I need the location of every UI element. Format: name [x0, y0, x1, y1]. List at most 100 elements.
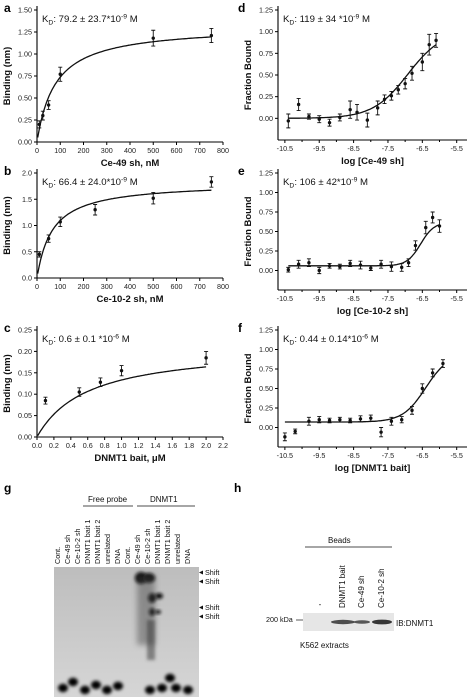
gel-shift-label: Shift — [205, 568, 219, 577]
panel-letter-b: b — [4, 164, 11, 178]
x-tick-label: -9.5 — [313, 144, 325, 153]
gel-lane-label: DNA — [183, 549, 192, 564]
x-tick-label: 200 — [78, 282, 90, 291]
data-point — [379, 262, 383, 266]
data-point — [382, 97, 387, 101]
data-point — [317, 418, 321, 422]
data-point — [430, 371, 435, 375]
western-lane-label: - — [319, 600, 322, 609]
x-tick-label: 1.4 — [150, 441, 160, 450]
data-point — [437, 224, 442, 228]
gel-header-free-probe: Free probe — [88, 495, 128, 504]
data-point — [424, 225, 428, 230]
panel-letter-f: f — [238, 321, 243, 335]
fit-curve — [37, 366, 207, 437]
x-tick-label: 1.2 — [133, 441, 143, 450]
data-point — [413, 243, 418, 248]
x-axis-label: log [Ce-10-2 sh] — [337, 306, 408, 317]
y-tick-label: 1.00 — [259, 345, 273, 354]
data-point — [37, 252, 42, 257]
x-tick-label: 300 — [101, 146, 113, 155]
data-point — [389, 419, 394, 423]
gel-lane-label: Cont. — [123, 547, 132, 564]
gel-smear — [147, 620, 155, 660]
western-footer: K562 extracts — [300, 641, 349, 650]
data-point — [338, 418, 342, 422]
x-tick-label: 200 — [78, 146, 90, 155]
gel-shift-arrow — [199, 614, 203, 619]
gel-lane-label: Ce-49 sh — [133, 535, 142, 564]
x-tick-label: 700 — [194, 146, 206, 155]
gel-header-dnmt1: DNMT1 — [150, 495, 178, 504]
fit-curve — [284, 365, 444, 423]
western-lane-labels: - DNMT1 bait Ce-49 sh Ce-10-2 sh — [319, 565, 386, 609]
gel-lane-label: Cont. — [53, 547, 62, 564]
data-point — [46, 236, 51, 241]
data-point — [307, 114, 311, 119]
gel-free-probe-band — [68, 677, 78, 687]
x-axis-label: DNMT1 bait, μM — [94, 453, 165, 464]
gel-free-probe-band — [80, 685, 90, 695]
x-tick-label: -8.5 — [347, 144, 359, 153]
data-point — [317, 268, 321, 273]
data-point — [420, 60, 425, 64]
x-axis-label: log [Ce-49 sh] — [341, 156, 404, 167]
y-tick-label: 1.25 — [259, 169, 273, 178]
panel-e: e 0.00 0.25 0.50 0.75 1.00 1.25 -10.5 -9.5 -8.5 -7… — [238, 164, 467, 317]
x-tick-label: 500 — [147, 282, 159, 291]
x-tick-label: 0.4 — [66, 441, 76, 450]
gel-free-probe-band — [165, 673, 175, 683]
x-tick-label: 700 — [194, 282, 206, 291]
panel-letter-c: c — [4, 321, 11, 335]
y-tick-label: 0.75 — [259, 365, 273, 374]
y-axis-label: Fraction Bound — [243, 353, 254, 423]
gel-lane-label: Ce-10-2 sh — [143, 528, 152, 564]
y-tick-label: 0.50 — [259, 71, 273, 80]
data-point — [209, 33, 214, 38]
data-point — [204, 356, 208, 360]
data-point — [358, 263, 363, 267]
data-point — [307, 419, 311, 423]
y-tick-label: 0.50 — [259, 227, 273, 236]
x-tick-label: -5.5 — [450, 294, 462, 303]
kd-annotation: KD: 79.2 ± 23.7*10-9 M — [42, 14, 138, 27]
y-tick-label: 1.00 — [18, 50, 32, 59]
data-point — [338, 115, 342, 120]
x-tick-label: -7.5 — [382, 294, 394, 303]
data-point — [430, 215, 435, 220]
data-point — [420, 386, 425, 391]
data-point — [43, 398, 48, 403]
data-point — [77, 390, 81, 394]
y-tick-label: 0.00 — [259, 266, 273, 275]
y-axis-label: Binding (nm) — [2, 47, 13, 106]
x-tick-label: 0.6 — [83, 441, 93, 450]
gel-free-probe-band — [58, 683, 68, 693]
y-tick-label: 0.00 — [18, 138, 32, 147]
gel-free-probe-band — [171, 683, 181, 693]
gel-free-probe-band — [102, 685, 112, 695]
y-tick-label: 1.50 — [18, 6, 32, 15]
gel-lane-label: Ce-49 sh — [63, 535, 72, 564]
y-tick-label: 0.75 — [259, 49, 273, 58]
data-point — [434, 38, 438, 43]
x-tick-label: -7.5 — [382, 451, 394, 460]
y-tick-label: 0.00 — [18, 433, 32, 442]
panel-letter-a: a — [4, 1, 11, 15]
x-tick-label: 300 — [101, 282, 113, 291]
gel-lane-labels: Cont. Ce-49 sh Ce-10-2 sh DNMT1 bait 1 DNMT1… — [53, 520, 192, 564]
data-point — [403, 81, 407, 86]
x-tick-label: -8.5 — [347, 451, 359, 460]
gel-free-probe-band — [91, 680, 101, 690]
fit-curve — [37, 36, 212, 138]
gel-shift-band — [155, 593, 163, 599]
kd-annotation: KD: 106 ± 42*10-9 M — [283, 177, 368, 190]
y-tick-label: 0.15 — [18, 368, 32, 377]
x-tick-label: -5.5 — [450, 451, 462, 460]
data-point — [293, 429, 297, 434]
x-tick-label: -5.5 — [450, 144, 462, 153]
data-point — [338, 264, 342, 269]
data-point — [427, 42, 431, 47]
western-lane-label: Ce-49 sh — [357, 576, 366, 608]
data-point — [379, 430, 383, 434]
western-header-beads: Beads — [328, 536, 351, 545]
